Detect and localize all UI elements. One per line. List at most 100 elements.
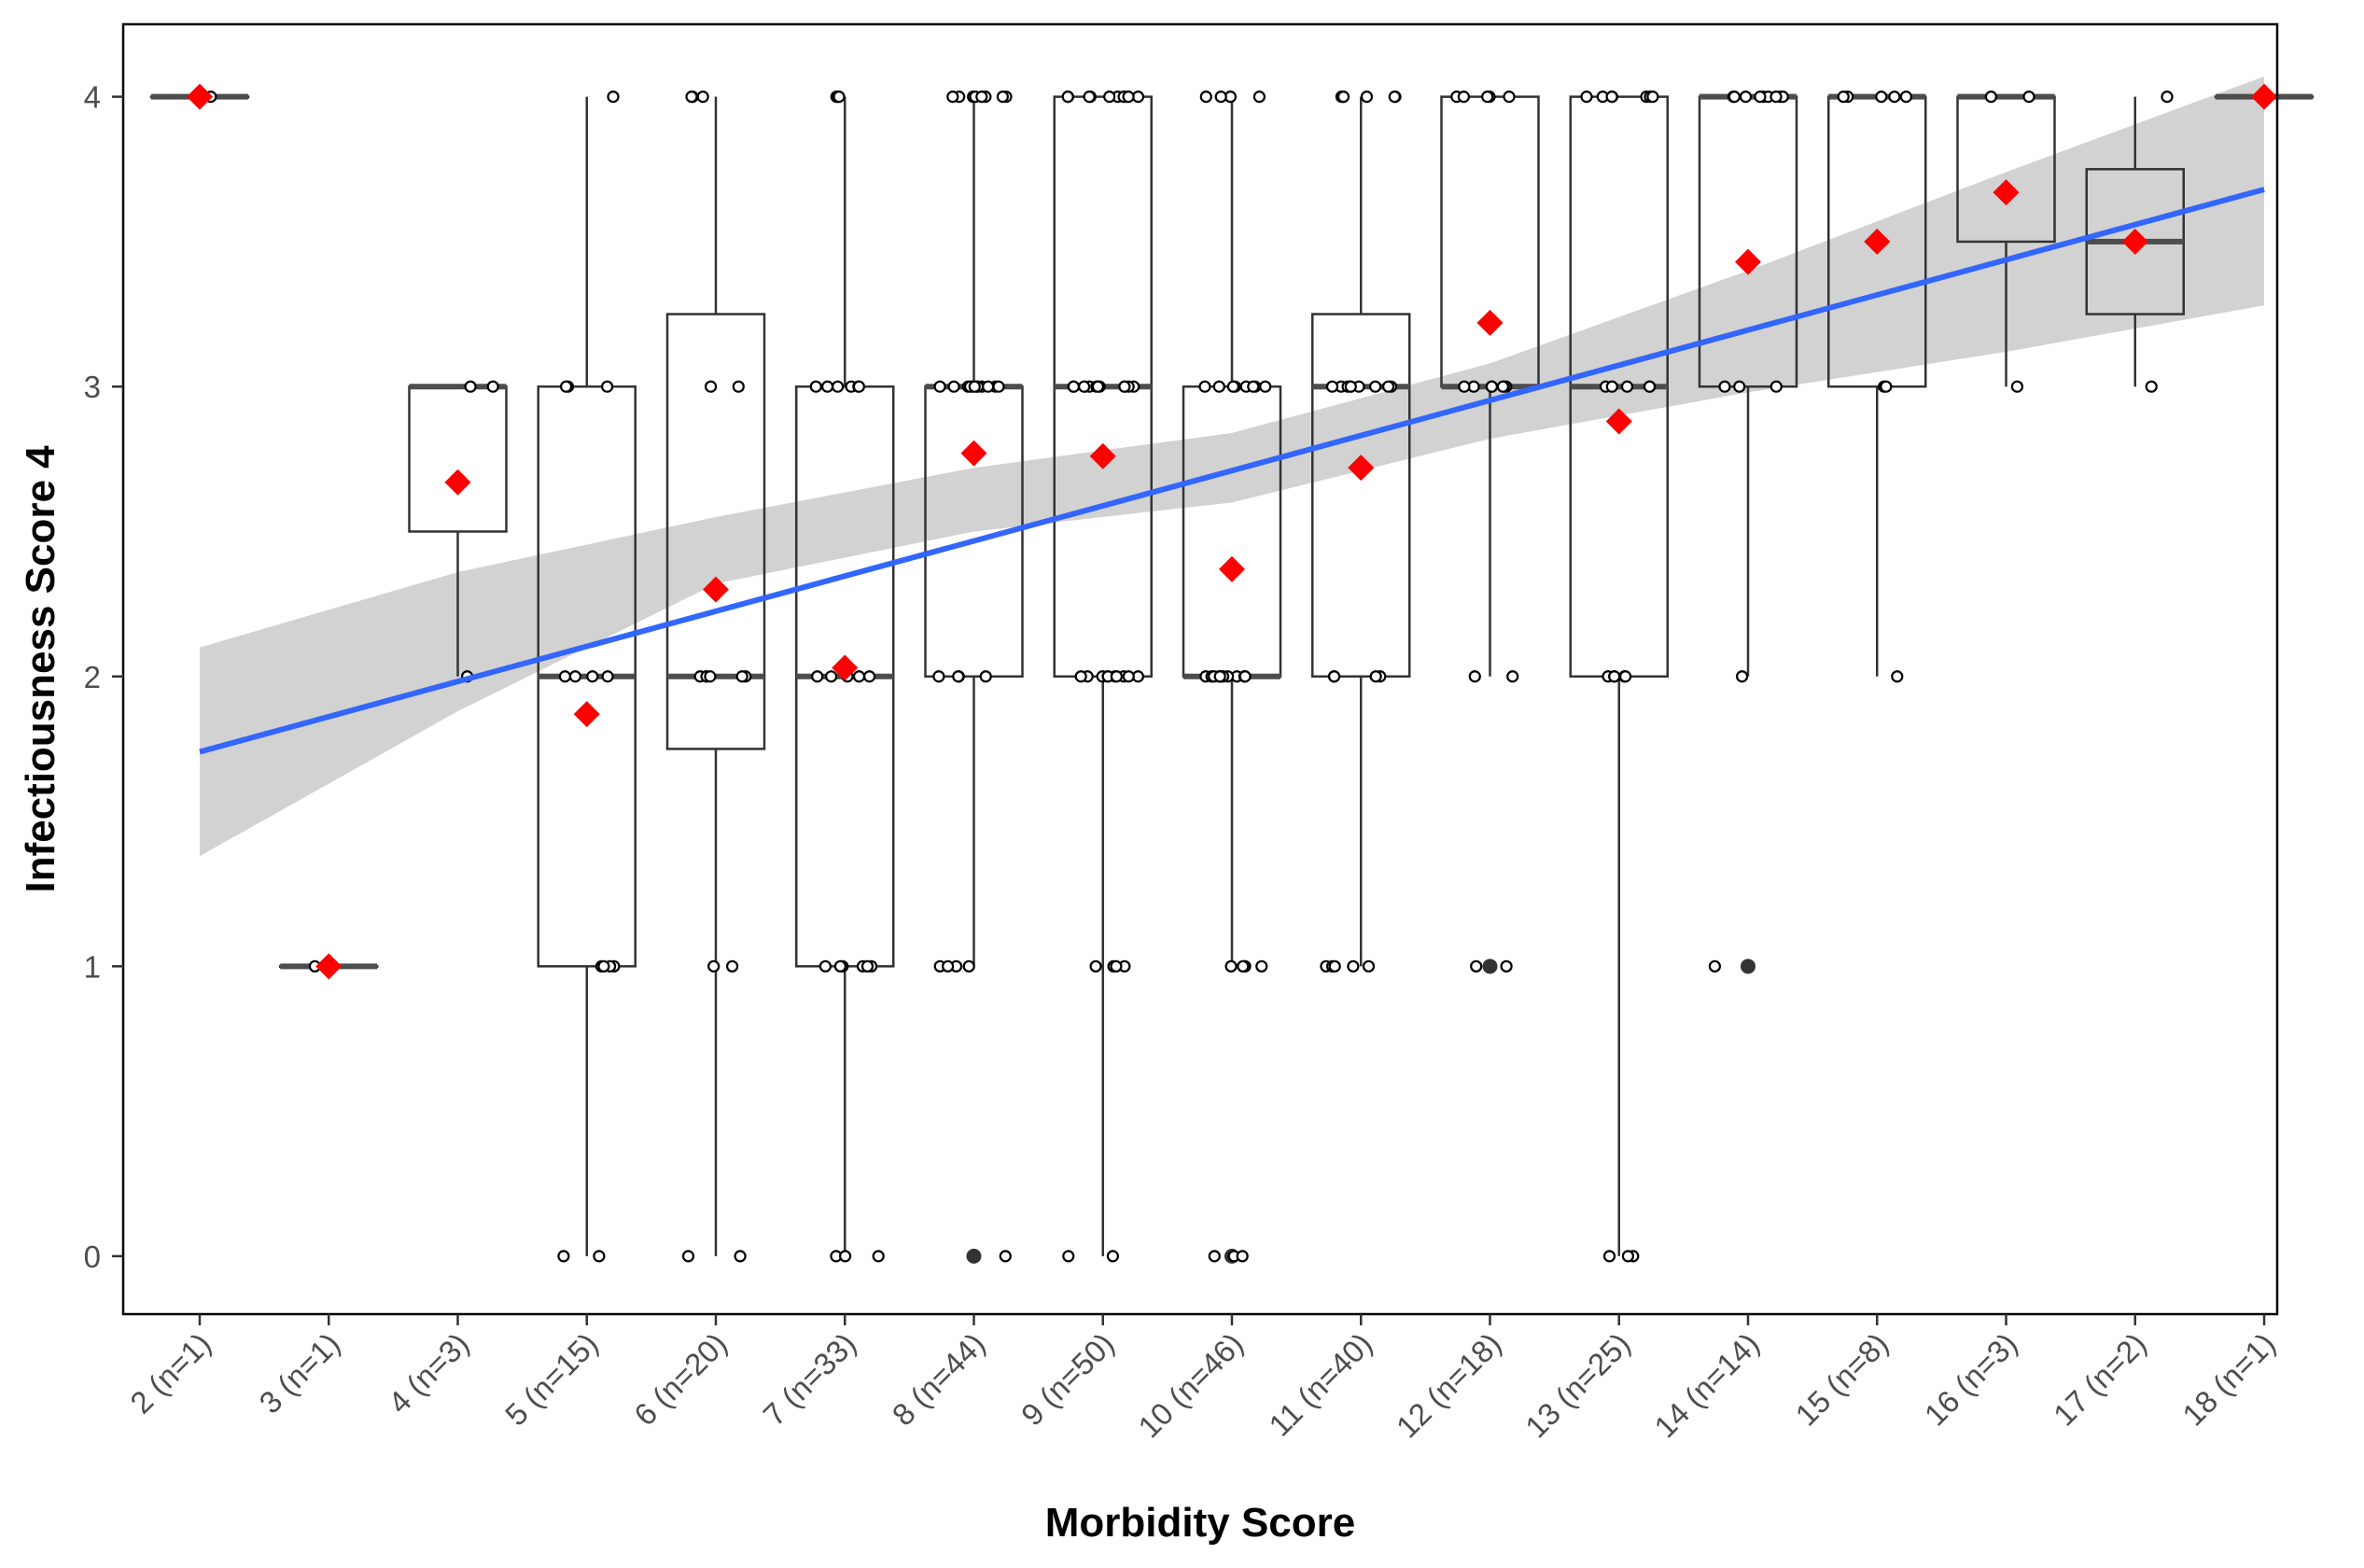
- jitter-point: [1718, 380, 1731, 393]
- jitter-point: [734, 1250, 747, 1263]
- jitter-point: [1621, 1250, 1635, 1263]
- outlier-point: [1741, 959, 1756, 974]
- jitter-point: [852, 670, 866, 683]
- jitter-point: [811, 670, 824, 683]
- jitter-point: [1646, 91, 1659, 104]
- jitter-point: [1110, 959, 1123, 973]
- regression-line: [199, 187, 2265, 755]
- jitter-point: [1368, 380, 1382, 393]
- jitter-point: [1259, 380, 1272, 393]
- jitter-point: [557, 1250, 570, 1263]
- jitter-point: [1238, 670, 1252, 683]
- box-iqr: [665, 313, 766, 750]
- y-axis-title: Infectiousness Score 4: [18, 445, 63, 893]
- jitter-point: [932, 670, 945, 683]
- jitter-point: [1457, 91, 1471, 104]
- jitter-point: [818, 959, 832, 973]
- jitter-point: [685, 91, 698, 104]
- mean-marker: [1348, 455, 1375, 482]
- jitter-point: [696, 91, 709, 104]
- mean-marker: [444, 469, 471, 496]
- jitter-point: [486, 380, 499, 393]
- jitter-point: [1728, 91, 1742, 104]
- mean-marker: [1476, 309, 1504, 336]
- mean-marker: [315, 953, 343, 980]
- jitter-point: [1837, 91, 1850, 104]
- jitter-point: [1252, 91, 1266, 104]
- jitter-point: [1739, 91, 1753, 104]
- mean-marker: [1605, 408, 1632, 435]
- jitter-point: [872, 1250, 885, 1263]
- jitter-point: [838, 1250, 852, 1263]
- jitter-point: [979, 670, 992, 683]
- jitter-point: [860, 959, 874, 973]
- jitter-point: [1708, 959, 1722, 973]
- jitter-point: [1362, 959, 1376, 973]
- jitter-point: [735, 670, 748, 683]
- jitter-point: [1754, 91, 1767, 104]
- jitter-point: [1500, 959, 1513, 973]
- jitter-point: [1888, 91, 1901, 104]
- jitter-point: [1237, 959, 1250, 973]
- jitter-point: [1733, 380, 1746, 393]
- jitter-point: [1899, 91, 1913, 104]
- jitter-point: [1214, 91, 1227, 104]
- y-axis: 0 1 2 3 4: [84, 80, 123, 1274]
- jitter-point: [568, 670, 582, 683]
- jitter-point: [704, 670, 717, 683]
- jitter-point: [1224, 959, 1238, 973]
- x-axis-title: Morbidity Score: [1045, 1500, 1356, 1546]
- jitter-point: [1077, 380, 1091, 393]
- box-iqr: [1311, 313, 1411, 679]
- jitter-point: [1327, 670, 1341, 683]
- y-tick-label: 2: [84, 660, 101, 694]
- jitter-point: [1074, 670, 1087, 683]
- jitter-point: [1470, 959, 1483, 973]
- jitter-point: [1735, 670, 1749, 683]
- jitter-point: [1347, 959, 1360, 973]
- mean-marker: [2251, 83, 2277, 110]
- jitter-point: [1067, 380, 1081, 393]
- jitter-point: [952, 670, 965, 683]
- jitter-point: [1122, 91, 1135, 104]
- jitter-point: [1605, 91, 1618, 104]
- jitter-point: [1106, 1250, 1120, 1263]
- jitter-point: [1212, 380, 1225, 393]
- jitter-point: [1481, 91, 1494, 104]
- jitter-point: [999, 1250, 1012, 1263]
- jitter-point: [1643, 380, 1657, 393]
- jitter-point: [559, 380, 573, 393]
- jitter-point: [1199, 91, 1212, 104]
- mean-marker: [1864, 228, 1891, 255]
- jitter-point: [1110, 670, 1124, 683]
- jitter-point: [933, 380, 946, 393]
- jitter-point: [1360, 91, 1374, 104]
- plot-panel-border: [121, 22, 2279, 1316]
- jitter-point: [1503, 91, 1516, 104]
- y-tick-label: 4: [84, 80, 101, 115]
- jitter-point: [1770, 91, 1783, 104]
- jitter-point: [1208, 1250, 1221, 1263]
- jitter-point: [831, 380, 845, 393]
- mean-marker: [1089, 442, 1116, 469]
- jitter-point: [832, 91, 846, 104]
- jitter-point: [809, 380, 822, 393]
- jitter-point: [1580, 91, 1593, 104]
- jitter-point: [1770, 380, 1783, 393]
- jitter-point: [833, 959, 847, 973]
- mean-marker: [573, 701, 600, 728]
- jitter-point: [1247, 380, 1260, 393]
- jitter-point: [1496, 380, 1510, 393]
- jitter-point: [1880, 380, 1893, 393]
- y-tick-label: 0: [84, 1239, 101, 1274]
- jitter-point: [1620, 380, 1634, 393]
- box-group: [1956, 93, 2056, 387]
- mean-marker: [187, 83, 213, 110]
- jitter-point: [681, 1250, 695, 1263]
- jitter-point: [1891, 670, 1904, 683]
- jitter-point: [1061, 91, 1074, 104]
- jitter-point: [1602, 1250, 1616, 1263]
- jitter-point: [601, 670, 614, 683]
- regression-layer: [199, 187, 2265, 755]
